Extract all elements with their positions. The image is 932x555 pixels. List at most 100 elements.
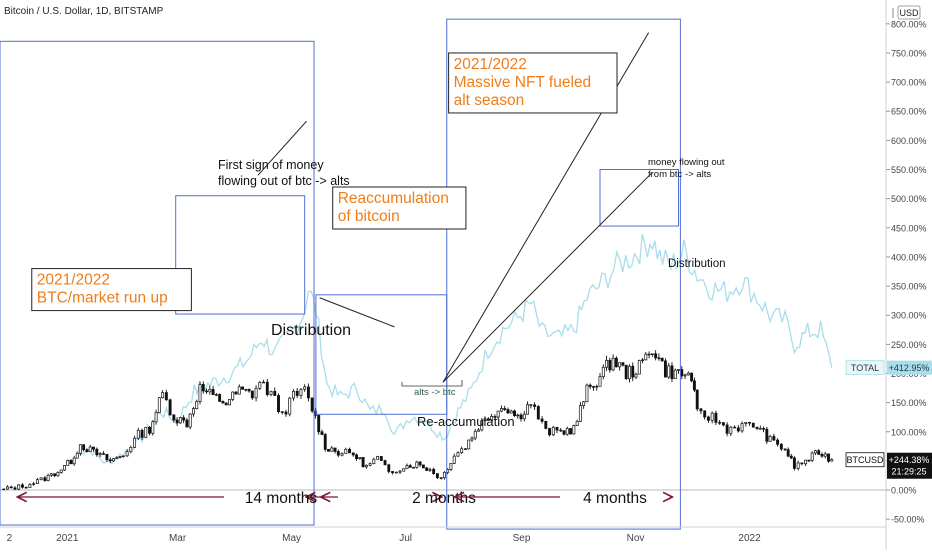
btc-candle-body <box>644 353 648 361</box>
btc-candle-body <box>157 397 161 413</box>
btc-candle-body <box>522 413 526 420</box>
btc-candle-body <box>428 468 432 471</box>
btc-candle-body <box>348 448 351 454</box>
btc-candle-body <box>218 394 222 402</box>
btc-candle-body <box>144 426 148 438</box>
btc-candle-body <box>432 468 436 474</box>
btc-candle-body <box>63 465 66 471</box>
btc-candle-body <box>49 473 53 476</box>
orange-text-line: BTC/market run up <box>37 290 168 307</box>
btc-candle-body <box>102 453 106 455</box>
btc-candle-body <box>718 422 722 424</box>
currency-button-frame[interactable] <box>897 5 921 20</box>
btc-candle-body <box>273 390 277 396</box>
btc-candle-body <box>351 452 355 456</box>
btc-candle-body <box>486 418 490 421</box>
x-tick-label: 2 <box>7 533 13 544</box>
btc-candle-body <box>254 387 258 399</box>
btc-candle-body <box>776 439 780 445</box>
btc-candle-body <box>379 456 383 461</box>
btc-candle-body <box>140 429 144 438</box>
btc-candle-body <box>376 456 380 460</box>
btc-candle-body <box>729 426 733 434</box>
btc-candle-body <box>125 451 129 457</box>
btc-candle-body <box>456 452 460 457</box>
btc-candle-body <box>265 381 269 395</box>
total-name-pill <box>845 360 885 376</box>
btc-candle-body <box>136 429 140 439</box>
btc-candle-body <box>383 460 387 466</box>
total-name-text: TOTAL <box>851 363 879 373</box>
btc-candle-body <box>595 385 599 388</box>
btc-candle-body <box>39 477 43 481</box>
btc-candle-body <box>320 431 324 435</box>
btc-candle-body <box>198 384 202 402</box>
btc-candle-body <box>765 428 769 442</box>
total-value-pill <box>887 360 932 375</box>
btc-candle-body <box>129 446 133 452</box>
btc-candle-body <box>336 451 340 456</box>
btc-candle-body <box>562 430 566 435</box>
btc-candle-body <box>506 409 510 414</box>
btc-candle-body <box>692 380 696 391</box>
btc-candle-body <box>387 464 391 472</box>
btc-candle-body <box>683 374 687 377</box>
y-tick-label: 750.00% <box>891 48 927 58</box>
btc-candle-body <box>565 428 569 435</box>
btc-candle-body <box>105 454 109 461</box>
trend-line-0 <box>257 120 307 176</box>
y-tick-label: 400.00% <box>891 252 927 262</box>
btc-candle-body <box>364 464 368 468</box>
btc-candle-body <box>75 452 79 459</box>
btc-candle-body <box>112 458 116 462</box>
x-tick-label: May <box>282 533 301 544</box>
btc-candle-body <box>391 471 394 473</box>
btc-candle-body <box>46 474 50 481</box>
btc-candle-body <box>118 456 122 458</box>
btc-candle-body <box>804 459 808 465</box>
annotation-box-3 <box>446 18 681 530</box>
btc-candle-body <box>578 405 582 422</box>
btc-candle-body <box>608 359 612 371</box>
btc-candle-body <box>175 419 179 424</box>
currency-button[interactable]: USD <box>897 5 921 20</box>
btc-candle-body <box>551 427 555 436</box>
btc-candle-body <box>519 414 523 420</box>
btc-candle-body <box>148 426 151 434</box>
btc-candle-body <box>827 453 830 462</box>
btc-candle-body <box>772 436 776 441</box>
btc-candle-body <box>548 428 551 436</box>
btc-candle-body <box>647 353 651 356</box>
btc-candle-body <box>161 392 165 399</box>
btc-candle-body <box>544 420 548 429</box>
btc-candle-body <box>499 408 503 412</box>
btc-candle-body <box>733 426 737 429</box>
btc-candle-body <box>820 454 824 457</box>
btc-candle-body <box>9 486 13 489</box>
btc-candle-body <box>327 449 330 452</box>
x-tick-label: Mar <box>169 533 187 544</box>
orange-text-line: Reaccumulation <box>338 190 449 207</box>
btc-candle-body <box>208 389 212 393</box>
duration-label: 4 months <box>583 490 647 507</box>
btc-candle-body <box>813 450 817 454</box>
btc-candle-body <box>151 421 155 434</box>
btc-candle-body <box>792 457 796 469</box>
btc-candle-body <box>585 384 589 403</box>
btc-candle-body <box>69 459 73 465</box>
btc-candle-body <box>418 461 422 466</box>
btc-candle-body <box>241 386 244 390</box>
duration-label: 14 months <box>245 490 318 507</box>
btc-candle-body <box>660 357 664 362</box>
x-tick-label: 2021 <box>56 533 79 544</box>
btc-candle-body <box>317 415 321 433</box>
btc-candle-body <box>405 465 409 470</box>
btc-candle-body <box>657 357 661 360</box>
btc-candle-body <box>695 389 699 410</box>
btc-candle-body <box>755 426 759 429</box>
currency-button-label[interactable]: USD <box>899 8 919 18</box>
btc-candle-body <box>779 443 783 450</box>
btc-candle-body <box>95 448 99 456</box>
btc-candle-body <box>598 376 602 387</box>
orange-text-box-1 <box>332 186 467 230</box>
